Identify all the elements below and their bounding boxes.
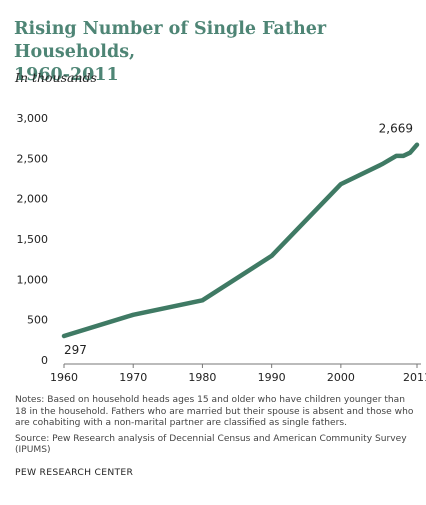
footer-credit: PEW RESEARCH CENTER xyxy=(15,467,134,478)
y-tick-label: 2,500 xyxy=(17,152,49,165)
chart-title-line-1: Rising Number of Single Father Household… xyxy=(14,19,327,62)
series-line xyxy=(61,142,420,339)
chart-title-line-2: 1960-2011 xyxy=(14,65,119,85)
y-tick-label: 500 xyxy=(27,314,48,327)
y-tick-label: 2,000 xyxy=(17,193,49,206)
x-tick-label: 1970 xyxy=(119,371,147,384)
y-tick-label: 3,000 xyxy=(17,112,49,125)
x-tick-label: 1990 xyxy=(258,371,286,384)
data-label: 2,669 xyxy=(379,122,413,136)
x-tick-label: 1960 xyxy=(50,371,78,384)
y-tick-label: 0 xyxy=(41,354,48,367)
data-label: 297 xyxy=(64,343,87,357)
x-tick-label: 1980 xyxy=(188,371,216,384)
y-tick-label: 1,000 xyxy=(17,273,49,286)
x-tick-label: 2011 xyxy=(403,371,426,384)
chart-notes: Notes: Based on household heads ages 15 … xyxy=(15,395,419,457)
unit-label: In thousands xyxy=(15,70,97,85)
x-tick-label: 2000 xyxy=(327,371,355,384)
notes-text: Notes: Based on household heads ages 15 … xyxy=(15,395,414,428)
source-text: Source: Pew Research analysis of Decenni… xyxy=(15,433,407,456)
chart-title: Rising Number of Single Father Household… xyxy=(14,18,414,87)
y-tick-label: 1,500 xyxy=(17,233,49,246)
